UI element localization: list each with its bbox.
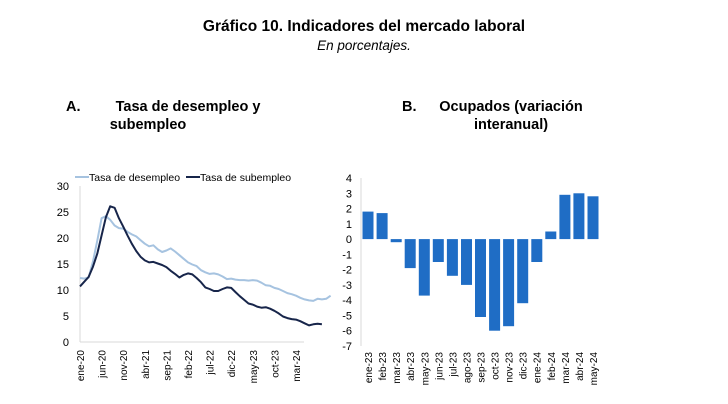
y-tick-label: 1 <box>346 219 352 231</box>
bar <box>362 211 374 240</box>
bar <box>573 193 585 240</box>
x-tick-label: jun-20 <box>98 350 109 379</box>
legend-label: Tasa de desempleo <box>89 172 180 184</box>
x-tick-label: sep-23 <box>477 352 488 383</box>
x-tick-label: ene-23 <box>364 352 375 384</box>
x-tick-label: jul-22 <box>206 350 217 376</box>
y-tick-label: -3 <box>342 280 352 292</box>
x-tick-label: may-24 <box>589 352 600 386</box>
y-tick-label: -4 <box>342 295 352 307</box>
y-tick-label: 30 <box>57 181 69 193</box>
x-tick-label: ene-20 <box>76 350 87 382</box>
x-tick-label: nov-23 <box>505 352 516 383</box>
panel-b-title-line1: Ocupados (variación <box>439 99 583 115</box>
y-tick-label: 0 <box>63 337 69 349</box>
y-tick-label: 15 <box>57 259 69 271</box>
x-tick-label: mar-23 <box>392 352 403 384</box>
x-tick-label: abr-23 <box>406 352 417 381</box>
panel-b-title-line2: interanual) <box>473 117 549 133</box>
y-tick-label: -1 <box>342 249 352 261</box>
bar <box>432 239 444 262</box>
bar <box>376 213 388 240</box>
bar <box>404 239 416 269</box>
y-tick-label: 25 <box>57 207 69 219</box>
x-tick-label: abr-24 <box>575 352 586 381</box>
bar <box>545 231 557 240</box>
y-tick-label: -6 <box>342 326 352 338</box>
x-tick-label: oct-23 <box>270 350 281 378</box>
bar <box>587 196 599 240</box>
bar <box>559 194 571 240</box>
panel-b-letter: B. <box>402 99 417 115</box>
bar <box>489 239 501 331</box>
series-line-subempleo <box>79 205 323 327</box>
x-tick-label: jun-23 <box>434 352 445 381</box>
x-tick-label: may-23 <box>420 352 431 386</box>
bar <box>461 239 472 285</box>
x-tick-label: mar-24 <box>561 352 572 384</box>
bar <box>531 239 543 262</box>
x-tick-label: ago-23 <box>462 352 473 384</box>
panel-b-title: B. Ocupados (variación interanual) <box>402 98 642 138</box>
figure-subtitle: En porcentajes. <box>317 38 411 53</box>
x-tick-label: abr-21 <box>141 350 152 379</box>
figure-title: Gráfico 10. Indicadores del mercado labo… <box>202 18 526 35</box>
y-tick-label: 3 <box>346 188 352 200</box>
x-tick-label: sep-21 <box>162 350 173 381</box>
bar <box>446 239 458 276</box>
bar <box>503 239 515 327</box>
y-tick-label: 4 <box>346 173 352 185</box>
series-line-desempleo <box>79 215 332 302</box>
panel-a-title-line1: Tasa de desempleo y <box>115 99 261 115</box>
y-tick-label: 20 <box>57 233 69 245</box>
panel-a-title-line2: subempleo <box>109 117 187 133</box>
x-tick-label: may-23 <box>249 350 260 384</box>
bar <box>390 239 402 243</box>
y-tick-label: -2 <box>342 265 352 277</box>
panel-a-title: A. Tasa de desempleo y subempleo <box>66 98 306 138</box>
y-tick-label: 0 <box>346 234 352 246</box>
x-tick-label: ene-24 <box>533 352 544 384</box>
y-tick-label: -7 <box>342 341 352 353</box>
x-tick-label: nov-20 <box>119 350 130 381</box>
y-tick-label: 5 <box>63 311 69 323</box>
legend-label: Tasa de subempleo <box>200 172 291 184</box>
x-tick-label: oct-23 <box>491 352 502 380</box>
x-tick-label: dic-23 <box>519 352 530 380</box>
bar <box>418 239 430 296</box>
y-tick-label: -5 <box>342 310 352 322</box>
x-tick-label: mar-24 <box>292 350 303 382</box>
y-tick-label: 2 <box>346 204 352 216</box>
x-tick-label: feb-24 <box>547 352 558 381</box>
x-tick-label: feb-23 <box>378 352 389 381</box>
bar <box>517 239 529 304</box>
x-tick-label: feb-22 <box>184 350 195 379</box>
x-tick-label: dic-22 <box>227 350 238 378</box>
y-tick-label: 10 <box>57 285 69 297</box>
bar <box>475 239 486 317</box>
x-tick-label: jul-23 <box>448 352 459 378</box>
panel-a-letter: A. <box>66 99 81 115</box>
